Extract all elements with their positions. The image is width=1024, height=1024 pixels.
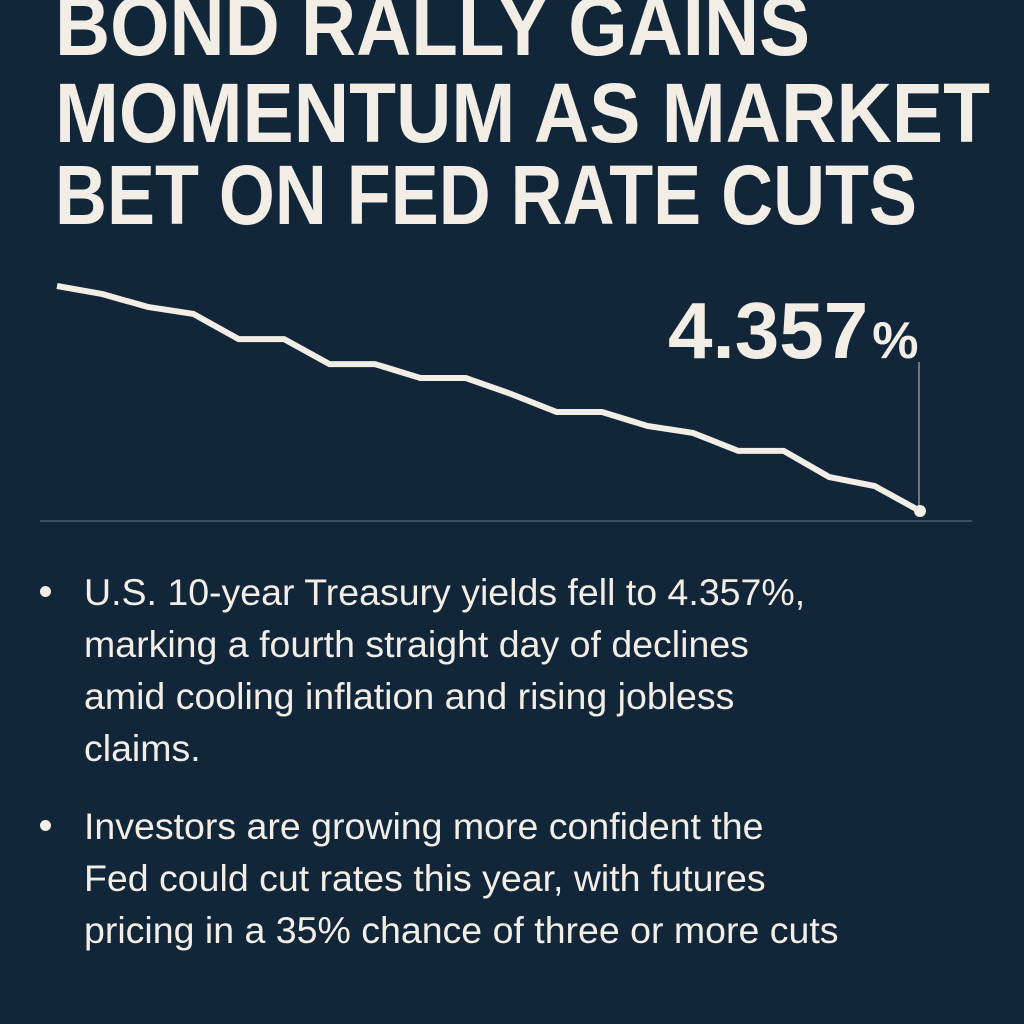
bullet-text-line: Fed could cut rates this year, with futu… (84, 857, 766, 899)
bullet-item: U.S. 10-year Treasury yields fell to 4.3… (36, 566, 1016, 774)
headline-and-chart: BOND RALLY GAINS MOMENTUM AS MARKET BET … (40, 0, 990, 522)
bullet-text-line: claims. (84, 727, 201, 769)
headline-line-1: BOND RALLY GAINS (55, 0, 810, 73)
bullet-text-line: U.S. 10-year Treasury yields fell to 4.3… (84, 571, 806, 613)
bullet-text-line: Investors are growing more confident the (84, 805, 764, 847)
bullet-text-line: marking a fourth straight day of decline… (84, 623, 749, 665)
bullet-dot-icon (40, 820, 51, 831)
bullet-dot-icon (40, 586, 51, 597)
yield-line (56, 283, 922, 514)
bullet-text-line: amid cooling inflation and rising jobles… (84, 675, 735, 717)
annotation-number: 4.357 (668, 286, 868, 375)
bullet-item: Investors are growing more confident the… (36, 800, 1016, 956)
latest-point (914, 505, 926, 517)
bullet-text-line: pricing in a 35% chance of three or more… (84, 909, 839, 951)
headline-line-3: BET ON FED RATE CUTS (55, 148, 917, 242)
annotation-unit: % (872, 312, 918, 370)
bullet-list: U.S. 10-year Treasury yields fell to 4.3… (36, 566, 1016, 962)
headline-line-2: MOMENTUM AS MARKET (55, 66, 990, 160)
annotation-value: 4.357% (668, 286, 918, 375)
